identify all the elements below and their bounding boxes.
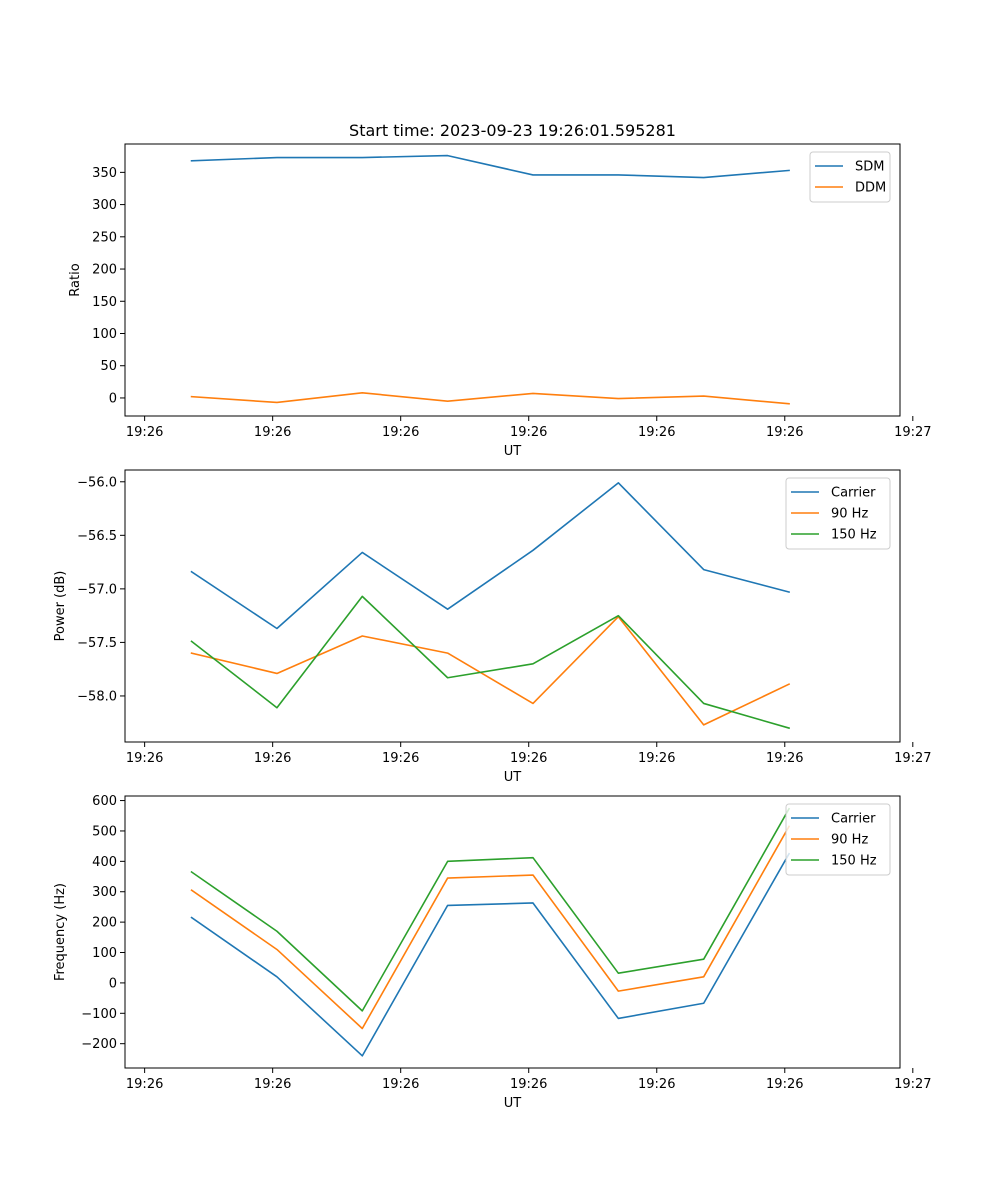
ratio-y-tick-label: 0 <box>109 391 117 406</box>
frequency-x-tick-label: 19:26 <box>126 1077 163 1092</box>
frequency-x-tick-label: 19:26 <box>638 1077 675 1092</box>
frequency-panel: 19:26 19:26 19:26 19:26 19:26 19:26 19:27 −200 −… <box>53 794 932 1111</box>
power-x-tick-label: 19:26 <box>382 751 419 766</box>
power-legend-box <box>785 477 891 550</box>
power-x-tick-label: 19:26 <box>254 751 291 766</box>
ratio-legend-box <box>809 151 891 203</box>
power-y-tick-label: −57.0 <box>77 582 117 597</box>
ratio-series-ddm-line <box>190 391 790 405</box>
ratio-legend-label-ddm: DDM <box>855 181 886 196</box>
frequency-legend-label-150-hz: 150 Hz <box>831 854 877 869</box>
ratio-x-tick-label: 19:27 <box>894 425 931 440</box>
ratio-y-tick-label: 50 <box>100 359 117 374</box>
ratio-y-tick-label: 250 <box>92 230 117 245</box>
ratio-x-axis-label: UT <box>504 444 522 459</box>
power-series-carrier-line <box>190 482 791 630</box>
frequency-legend-label-90-hz: 90 Hz <box>831 833 868 848</box>
power-legend: Carrier 90 Hz 150 Hz <box>785 477 891 550</box>
frequency-x-tick-label: 19:26 <box>254 1077 291 1092</box>
frequency-y-tick-label: 300 <box>92 885 117 900</box>
ratio-legend-label-sdm: SDM <box>855 160 884 175</box>
ratio-x-tick-label: 19:26 <box>510 425 547 440</box>
power-legend-label-150-hz: 150 Hz <box>831 528 877 543</box>
ratio-y-tick-label: 300 <box>92 198 117 213</box>
frequency-x-tick-label: 19:27 <box>894 1077 931 1092</box>
frequency-y-tick-label: −100 <box>81 1007 117 1022</box>
frequency-x-tick-label: 19:26 <box>766 1077 803 1092</box>
ratio-x-tick-label: 19:26 <box>254 425 291 440</box>
power-y-tick-label: −58.0 <box>77 689 117 704</box>
power-axes-frame <box>124 469 901 743</box>
ratio-series-sdm-line <box>190 154 790 179</box>
ratio-y-tick-label: 100 <box>92 327 117 342</box>
ratio-panel: 19:26 19:26 19:26 19:26 19:26 19:26 19:27 0 50 10… <box>68 143 932 459</box>
frequency-series-150-hz-line <box>190 807 791 1012</box>
power-y-tick-label: −56.5 <box>77 529 117 544</box>
frequency-y-tick-label: 100 <box>92 946 117 961</box>
power-y-tick-label: −56.0 <box>77 475 117 490</box>
power-x-axis-label: UT <box>504 770 522 785</box>
frequency-y-tick-label: 200 <box>92 916 117 931</box>
ratio-legend: SDM DDM <box>809 151 891 203</box>
frequency-axes-frame <box>124 795 901 1069</box>
frequency-series-carrier-line <box>190 852 791 1057</box>
power-y-axis-label: Power (dB) <box>53 571 68 642</box>
power-series-150-hz-line <box>190 595 791 730</box>
frequency-y-tick-label: −200 <box>81 1037 117 1052</box>
frequency-y-tick-label: 400 <box>92 855 117 870</box>
power-series-90-hz-line <box>190 615 791 726</box>
ratio-x-tick-label: 19:26 <box>126 425 163 440</box>
frequency-legend-box <box>785 803 891 876</box>
frequency-y-tick-label: 0 <box>109 976 117 991</box>
power-y-tick-label: −57.5 <box>77 636 117 651</box>
frequency-x-tick-label: 19:26 <box>382 1077 419 1092</box>
figure-title: Start time: 2023-09-23 19:26:01.595281 <box>349 121 676 140</box>
ratio-y-axis-label: Ratio <box>68 263 83 296</box>
ratio-y-tick-label: 200 <box>92 263 117 278</box>
ratio-y-tick-label: 150 <box>92 295 117 310</box>
frequency-series-90-hz-line <box>190 825 791 1030</box>
power-x-tick-label: 19:26 <box>510 751 547 766</box>
power-panel: 19:26 19:26 19:26 19:26 19:26 19:26 19:27 −58.0… <box>53 469 932 785</box>
ratio-axes-frame <box>124 143 901 417</box>
power-legend-label-90-hz: 90 Hz <box>831 507 868 522</box>
frequency-y-axis-label: Frequency (Hz) <box>53 883 68 981</box>
ratio-x-tick-label: 19:26 <box>638 425 675 440</box>
frequency-legend-label-carrier: Carrier <box>831 812 876 827</box>
power-legend-label-carrier: Carrier <box>831 486 876 501</box>
frequency-y-tick-label: 600 <box>92 794 117 809</box>
power-x-tick-label: 19:26 <box>126 751 163 766</box>
frequency-legend: Carrier 90 Hz 150 Hz <box>785 803 891 876</box>
ratio-x-tick-label: 19:26 <box>766 425 803 440</box>
power-x-tick-label: 19:27 <box>894 751 931 766</box>
frequency-y-tick-label: 500 <box>92 824 117 839</box>
power-x-tick-label: 19:26 <box>638 751 675 766</box>
ratio-x-tick-label: 19:26 <box>382 425 419 440</box>
ratio-y-tick-label: 350 <box>92 166 117 181</box>
power-x-tick-label: 19:26 <box>766 751 803 766</box>
frequency-x-tick-label: 19:26 <box>510 1077 547 1092</box>
frequency-x-axis-label: UT <box>504 1096 522 1111</box>
